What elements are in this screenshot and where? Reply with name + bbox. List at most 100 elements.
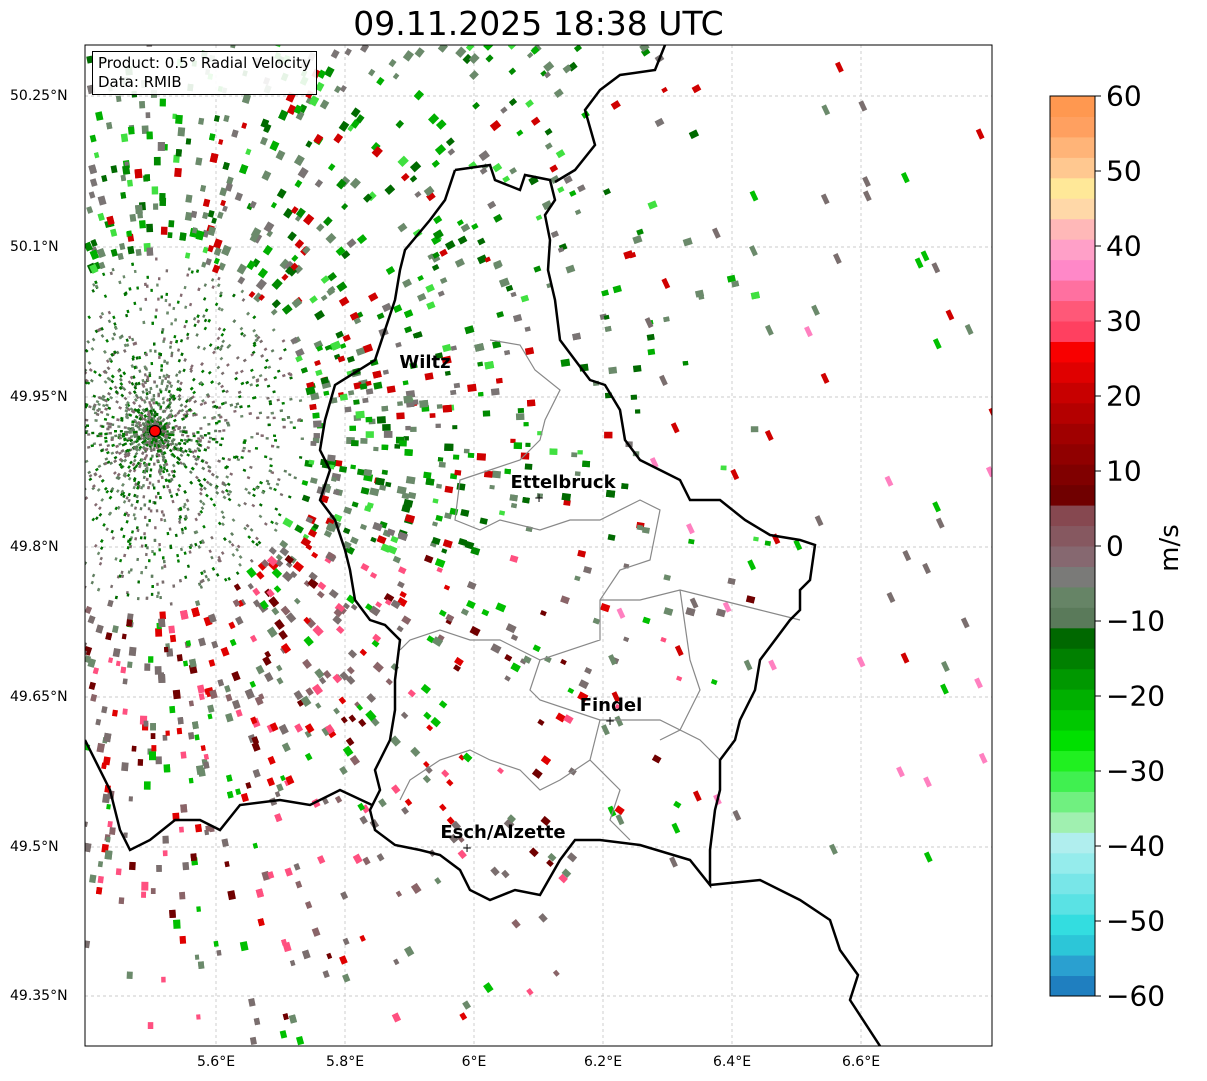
velocity-echo	[446, 816, 455, 825]
velocity-echo	[743, 659, 753, 671]
velocity-echo	[226, 774, 233, 782]
velocity-echo	[437, 634, 445, 642]
velocity-echo	[605, 489, 616, 498]
velocity-echo	[491, 340, 502, 349]
velocity-echo	[183, 551, 187, 555]
velocity-echo	[155, 401, 158, 405]
velocity-echo	[382, 369, 389, 375]
velocity-echo	[339, 671, 350, 681]
velocity-echo	[582, 460, 591, 468]
velocity-echo	[153, 538, 157, 542]
velocity-echo	[394, 444, 401, 449]
velocity-echo	[522, 655, 532, 664]
velocity-echo	[190, 853, 198, 862]
velocity-echo	[359, 45, 370, 53]
velocity-echo	[420, 683, 432, 695]
velocity-echo	[195, 157, 203, 166]
velocity-echo	[195, 439, 199, 443]
velocity-echo	[339, 393, 348, 401]
velocity-echo	[409, 361, 418, 370]
velocity-echo	[191, 227, 198, 234]
velocity-echo	[205, 493, 209, 498]
velocity-echo	[444, 485, 454, 494]
velocity-echo	[281, 373, 286, 378]
velocity-echo	[252, 768, 261, 778]
velocity-echo	[85, 424, 90, 427]
velocity-echo	[161, 445, 166, 450]
velocity-echo	[104, 436, 108, 440]
velocity-echo	[120, 449, 125, 453]
velocity-echo	[271, 568, 283, 579]
velocity-echo	[146, 375, 150, 379]
velocity-echo	[153, 486, 156, 490]
velocity-echo	[146, 546, 149, 550]
velocity-echo	[127, 246, 135, 255]
velocity-echo	[207, 440, 211, 444]
velocity-echo	[141, 422, 146, 426]
velocity-echo	[200, 382, 205, 387]
velocity-echo	[270, 201, 278, 209]
velocity-echo	[124, 409, 129, 413]
velocity-echo	[225, 475, 230, 479]
velocity-echo	[438, 609, 447, 617]
velocity-echo	[106, 803, 111, 810]
velocity-echo	[237, 276, 246, 285]
velocity-echo	[555, 149, 566, 159]
velocity-echo	[314, 359, 321, 367]
velocity-echo	[390, 599, 401, 610]
velocity-echo	[194, 542, 198, 547]
velocity-echo	[184, 431, 188, 434]
velocity-echo	[647, 348, 656, 356]
velocity-echo	[129, 438, 134, 443]
velocity-echo	[426, 191, 436, 202]
velocity-echo	[225, 389, 229, 394]
velocity-echo	[135, 499, 139, 504]
velocity-echo	[630, 394, 638, 400]
colorbar-segment	[1050, 934, 1095, 956]
velocity-echo	[614, 703, 622, 710]
velocity-echo	[730, 468, 740, 481]
velocity-echo	[148, 390, 152, 395]
velocity-echo	[234, 405, 238, 409]
velocity-echo	[133, 383, 138, 388]
velocity-echo	[192, 390, 197, 395]
velocity-echo	[175, 387, 180, 392]
velocity-echo	[426, 724, 433, 732]
velocity-echo	[214, 429, 218, 433]
velocity-echo	[97, 402, 101, 407]
velocity-echo	[150, 361, 154, 366]
y-tick-label: 49.95°N	[10, 389, 68, 405]
velocity-echo	[259, 600, 269, 610]
velocity-echo	[235, 547, 240, 552]
velocity-echo	[133, 516, 137, 521]
velocity-echo	[180, 804, 188, 813]
velocity-echo	[110, 451, 115, 455]
velocity-echo	[550, 230, 560, 238]
velocity-echo	[339, 955, 348, 965]
velocity-echo	[175, 492, 179, 497]
velocity-echo	[167, 374, 171, 379]
velocity-echo	[151, 186, 159, 195]
velocity-echo	[489, 120, 502, 132]
velocity-echo	[179, 461, 183, 465]
velocity-echo	[113, 350, 117, 355]
velocity-echo	[428, 113, 440, 125]
velocity-echo	[143, 720, 149, 727]
velocity-echo	[208, 133, 216, 141]
velocity-echo	[177, 426, 182, 429]
velocity-echo	[263, 455, 268, 459]
velocity-echo	[251, 503, 256, 508]
velocity-echo	[132, 466, 137, 471]
velocity-echo	[143, 470, 147, 474]
velocity-echo	[203, 761, 210, 769]
velocity-echo	[504, 468, 512, 475]
velocity-echo	[123, 426, 127, 429]
velocity-echo	[159, 353, 163, 357]
velocity-echo	[131, 462, 136, 467]
velocity-echo	[85, 418, 89, 422]
velocity-echo	[351, 501, 359, 508]
velocity-echo	[100, 311, 105, 316]
velocity-echo	[102, 272, 106, 277]
velocity-echo	[109, 395, 114, 400]
